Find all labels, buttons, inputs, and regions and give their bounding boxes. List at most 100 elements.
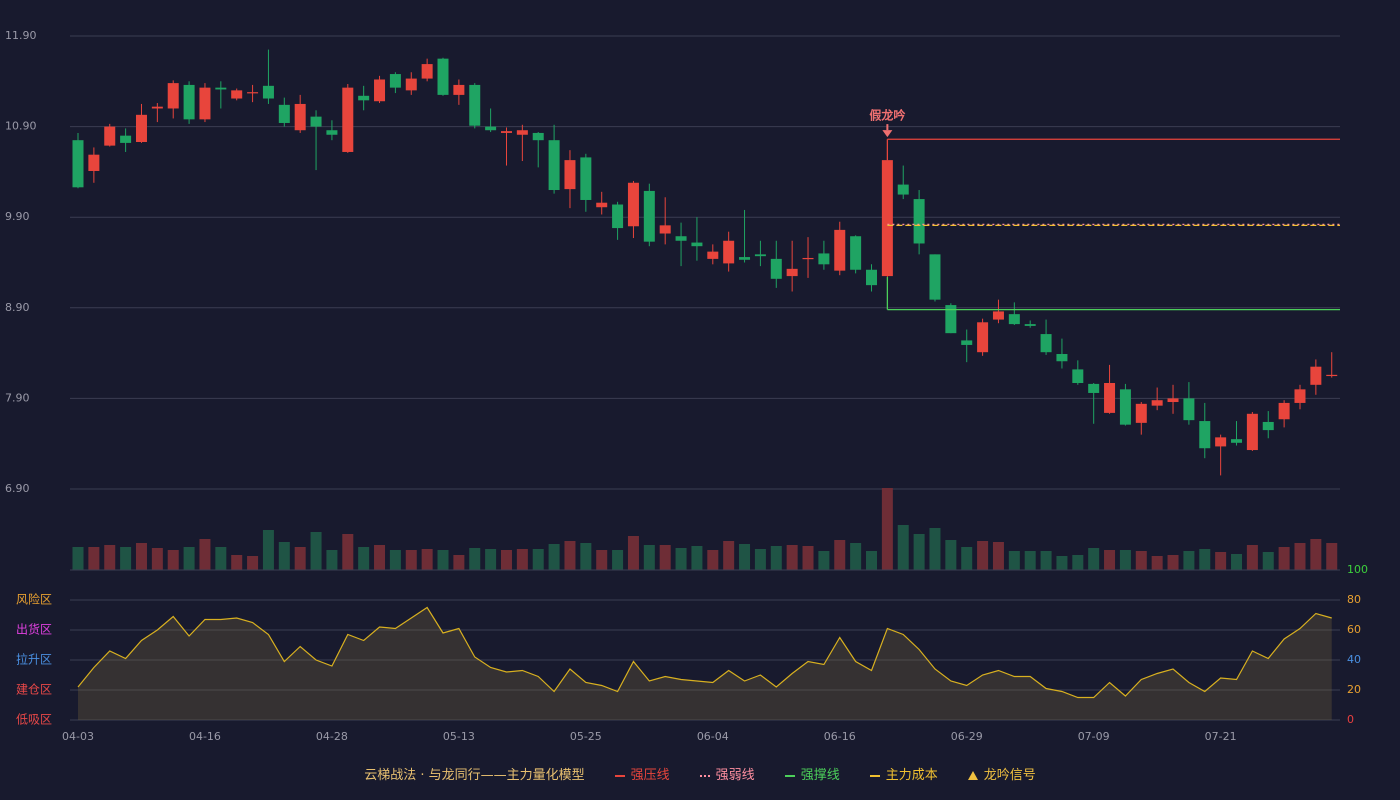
candle-body [786,268,798,277]
candle-body [548,140,560,191]
signal-arrow [882,130,893,138]
volume-bar [627,536,639,570]
candle-body [754,254,766,257]
candle-body [1167,398,1179,403]
candle-body [1199,421,1211,449]
candle-body [897,184,909,195]
volume-bar [437,550,449,570]
legend: 云梯战法 · 与龙同行——主力量化模型 强压线 强弱线 强撑线 主力成本 龙吟信号 [0,764,1400,783]
volume-bar [739,544,751,570]
legend-label: 龙吟信号 [983,768,1036,783]
candle-body [374,79,386,102]
volume-bar [405,550,417,570]
candle-body [691,242,703,247]
volume-bar [374,545,386,570]
volume-bar [580,543,592,570]
volume-bar [1008,551,1020,570]
volume-bar [977,541,989,570]
candle-body [913,199,925,244]
volume-bar [707,550,719,570]
volume-bar [754,549,766,570]
volume-bar [961,547,973,570]
y-tick-label: 8.90 [5,301,30,314]
candle-body [643,190,655,242]
volume-bar [992,542,1004,570]
candle-body [389,74,401,88]
legend-swatch [869,774,880,777]
volume-bar [1294,543,1306,570]
y-tick-label: 6.90 [5,482,30,495]
volume-bar [1104,550,1116,570]
zone-label: 出货区 [16,622,52,637]
volume-bar [389,550,401,570]
candle-body [723,240,735,264]
volume-bar [1246,545,1258,570]
candle-body [929,254,941,300]
legend-item: 强撑线 [784,768,840,783]
volume-bar [1199,549,1211,570]
y2-tick-label: 60 [1347,623,1361,636]
y2-tick-label: 40 [1347,653,1361,666]
x-tick-label: 06-04 [697,730,729,743]
legend-title: 云梯战法 · 与龙同行——主力量化模型 [364,768,585,783]
candle-body [707,251,719,259]
candle-body [278,104,290,123]
candle-body [1104,382,1116,413]
candle-body [135,114,147,143]
zone-label: 建仓区 [16,683,52,697]
volume-bar [167,550,179,570]
legend-item: 龙吟信号 [967,768,1036,783]
volume-bar [596,550,608,570]
x-tick-label: 05-25 [570,730,602,743]
x-tick-label: 04-16 [189,730,221,743]
volume-bar [72,547,84,570]
candle-body [580,157,592,200]
volume-bar [659,545,671,570]
volume-bar [485,549,497,570]
candle-body [1119,389,1131,425]
indicator-line [77,606,1332,699]
candle-body [770,258,782,279]
y2-tick-label: 80 [1347,593,1361,606]
legend-swatch [784,774,795,777]
volume-bar [723,541,735,570]
volume-bar [183,547,195,570]
volume-bar [104,545,116,570]
candle-body [992,311,1004,320]
zone-label: 低吸区 [16,713,52,727]
legend-label: 强压线 [630,768,670,783]
volume-bar [1135,551,1147,570]
candle-body [818,253,830,265]
volume-bar [342,534,354,570]
volume-bar [675,548,687,570]
volume-bar [500,550,512,570]
volume-bar [1183,551,1195,570]
y2-tick-label: 0 [1347,713,1354,726]
legend-item: 强弱线 [699,768,755,783]
candle-body [294,103,306,131]
x-tick-label: 06-29 [951,730,983,743]
legend-label: 强弱线 [715,768,755,783]
candle-body [358,95,370,101]
candle-body [421,64,433,79]
y-tick-label: 10.90 [5,120,37,133]
candle-body [1215,437,1227,447]
candle-body [72,140,84,188]
candle-body [596,202,608,208]
volume-bar [945,540,957,570]
volume-bar [897,525,909,570]
volume-bar [310,532,322,570]
candle-body [1008,314,1020,325]
volume-bar [358,547,370,570]
candle-body [469,84,481,126]
candle-body [1040,334,1052,353]
candle-body [612,204,624,229]
x-tick-label: 04-28 [316,730,348,743]
legend-swatch [967,771,978,780]
candle-body [1310,366,1322,385]
candle-body [1326,374,1338,377]
volume-bar [1088,548,1100,570]
candle-body [881,160,893,277]
volume-bar [120,547,132,570]
candle-body [945,305,957,334]
